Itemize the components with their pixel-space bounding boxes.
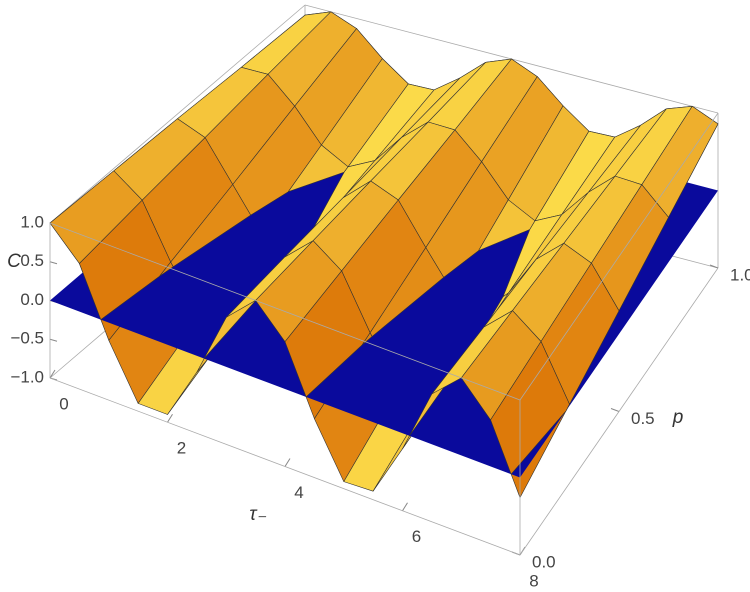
y-tick bbox=[709, 264, 719, 269]
x-tick bbox=[49, 369, 56, 379]
box-edge bbox=[519, 112, 719, 401]
box-edge bbox=[519, 267, 719, 556]
y-tick bbox=[610, 408, 620, 412]
y-axis-label: p bbox=[672, 407, 684, 428]
x-tick bbox=[284, 458, 291, 467]
x-tick-label: 8 bbox=[529, 571, 538, 590]
z-axis-label: C bbox=[7, 251, 21, 272]
z-tick bbox=[49, 338, 58, 342]
box-edge bbox=[49, 377, 521, 556]
x-tick-label: 6 bbox=[412, 527, 421, 546]
z-tick-label: 0.5 bbox=[20, 251, 44, 270]
z-tick-label: 1.0 bbox=[20, 212, 44, 231]
box-edge bbox=[49, 222, 521, 401]
surface-cell-upper bbox=[361, 332, 373, 346]
x-tick-label: 4 bbox=[294, 483, 303, 502]
y-tick-label: 1.0 bbox=[730, 265, 750, 284]
x-tick-label: 0 bbox=[59, 394, 68, 413]
surface-cell-upper bbox=[159, 261, 174, 277]
x-tick bbox=[402, 502, 408, 512]
y-tick-label: 0.5 bbox=[631, 409, 655, 428]
x-tick bbox=[167, 413, 173, 423]
z-tick-label: −1.0 bbox=[10, 367, 44, 386]
z-tick bbox=[49, 261, 58, 265]
z-tick-label: −0.5 bbox=[10, 329, 44, 348]
y-tick-label: 0.0 bbox=[532, 552, 556, 571]
box-edge bbox=[49, 4, 306, 224]
x-tick-label: 2 bbox=[177, 439, 186, 458]
surface-cell-upper bbox=[490, 341, 570, 475]
z-tick-label: 0.0 bbox=[20, 290, 44, 309]
x-axis-label: τ₋ bbox=[249, 504, 266, 525]
